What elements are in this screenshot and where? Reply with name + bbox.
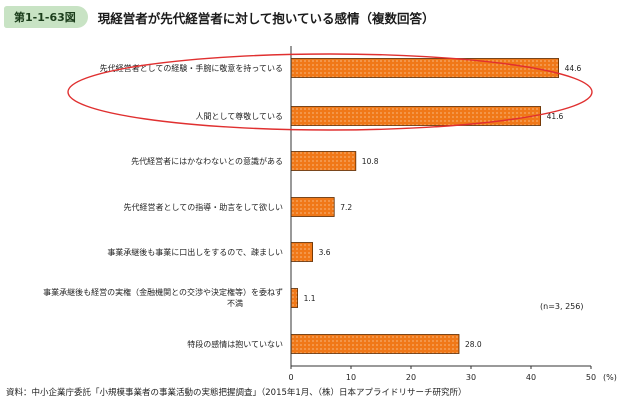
- bar: [290, 197, 335, 217]
- x-tick-label: 40: [526, 373, 536, 382]
- data-label: 3.6: [319, 248, 331, 257]
- x-tick-label: 50: [586, 373, 596, 382]
- x-tick-label: 30: [466, 373, 476, 382]
- category-label: 先代経営者としての指導・助言をして欲しい: [123, 202, 283, 212]
- bar: [290, 334, 460, 354]
- x-tick-label: 0: [288, 373, 293, 382]
- bar: [290, 151, 357, 171]
- bar: [290, 288, 298, 308]
- category-label: 先代経営者にはかなわないとの意識がある: [131, 156, 283, 166]
- data-label: 41.6: [547, 112, 564, 121]
- x-axis-unit-label: (%): [603, 373, 617, 382]
- figure-title: 現経営者が先代経営者に対して抱いている感情（複数回答）: [97, 10, 435, 26]
- source-note: 資料：中小企業庁委託「小規模事業者の事業活動の実態把握調査」（2015年1月、（…: [6, 388, 467, 398]
- bars-layer: [290, 58, 560, 354]
- x-tick-label: 10: [346, 373, 356, 382]
- category-label: 事業承継後も経営の実権（金融機関との交渉や決定権等）を委ねず不満: [43, 287, 283, 308]
- data-label: 28.0: [465, 340, 482, 349]
- category-label: 事業承継後も事業に口出しをするので、疎ましい: [107, 247, 283, 257]
- category-label: 先代経営者としての経験・手腕に敬意を持っている: [100, 63, 283, 73]
- bar: [290, 242, 314, 262]
- data-label: 7.2: [340, 203, 352, 212]
- data-label: 44.6: [565, 64, 582, 73]
- labels-layer: 先代経営者としての経験・手腕に敬意を持っている 44.6 人間として尊敬している 41…: [43, 63, 581, 349]
- category-label: 特段の感情は抱いていない: [187, 339, 283, 349]
- data-label: 10.8: [362, 157, 379, 166]
- highlight-ellipse: [67, 53, 593, 131]
- x-axis: 0 10 20 30 40 50: [288, 46, 596, 382]
- x-tick-label: 20: [406, 373, 416, 382]
- figure-number-badge: 第1-1-63図: [4, 6, 88, 28]
- bar: [290, 58, 560, 78]
- figure-header: 第1-1-63図 現経営者が先代経営者に対して抱いている感情（複数回答）: [4, 6, 435, 28]
- bar: [290, 106, 542, 126]
- sample-size-note: (n=3, 256): [540, 302, 583, 311]
- category-label: 人間として尊敬している: [195, 111, 283, 121]
- data-label: 1.1: [304, 294, 316, 303]
